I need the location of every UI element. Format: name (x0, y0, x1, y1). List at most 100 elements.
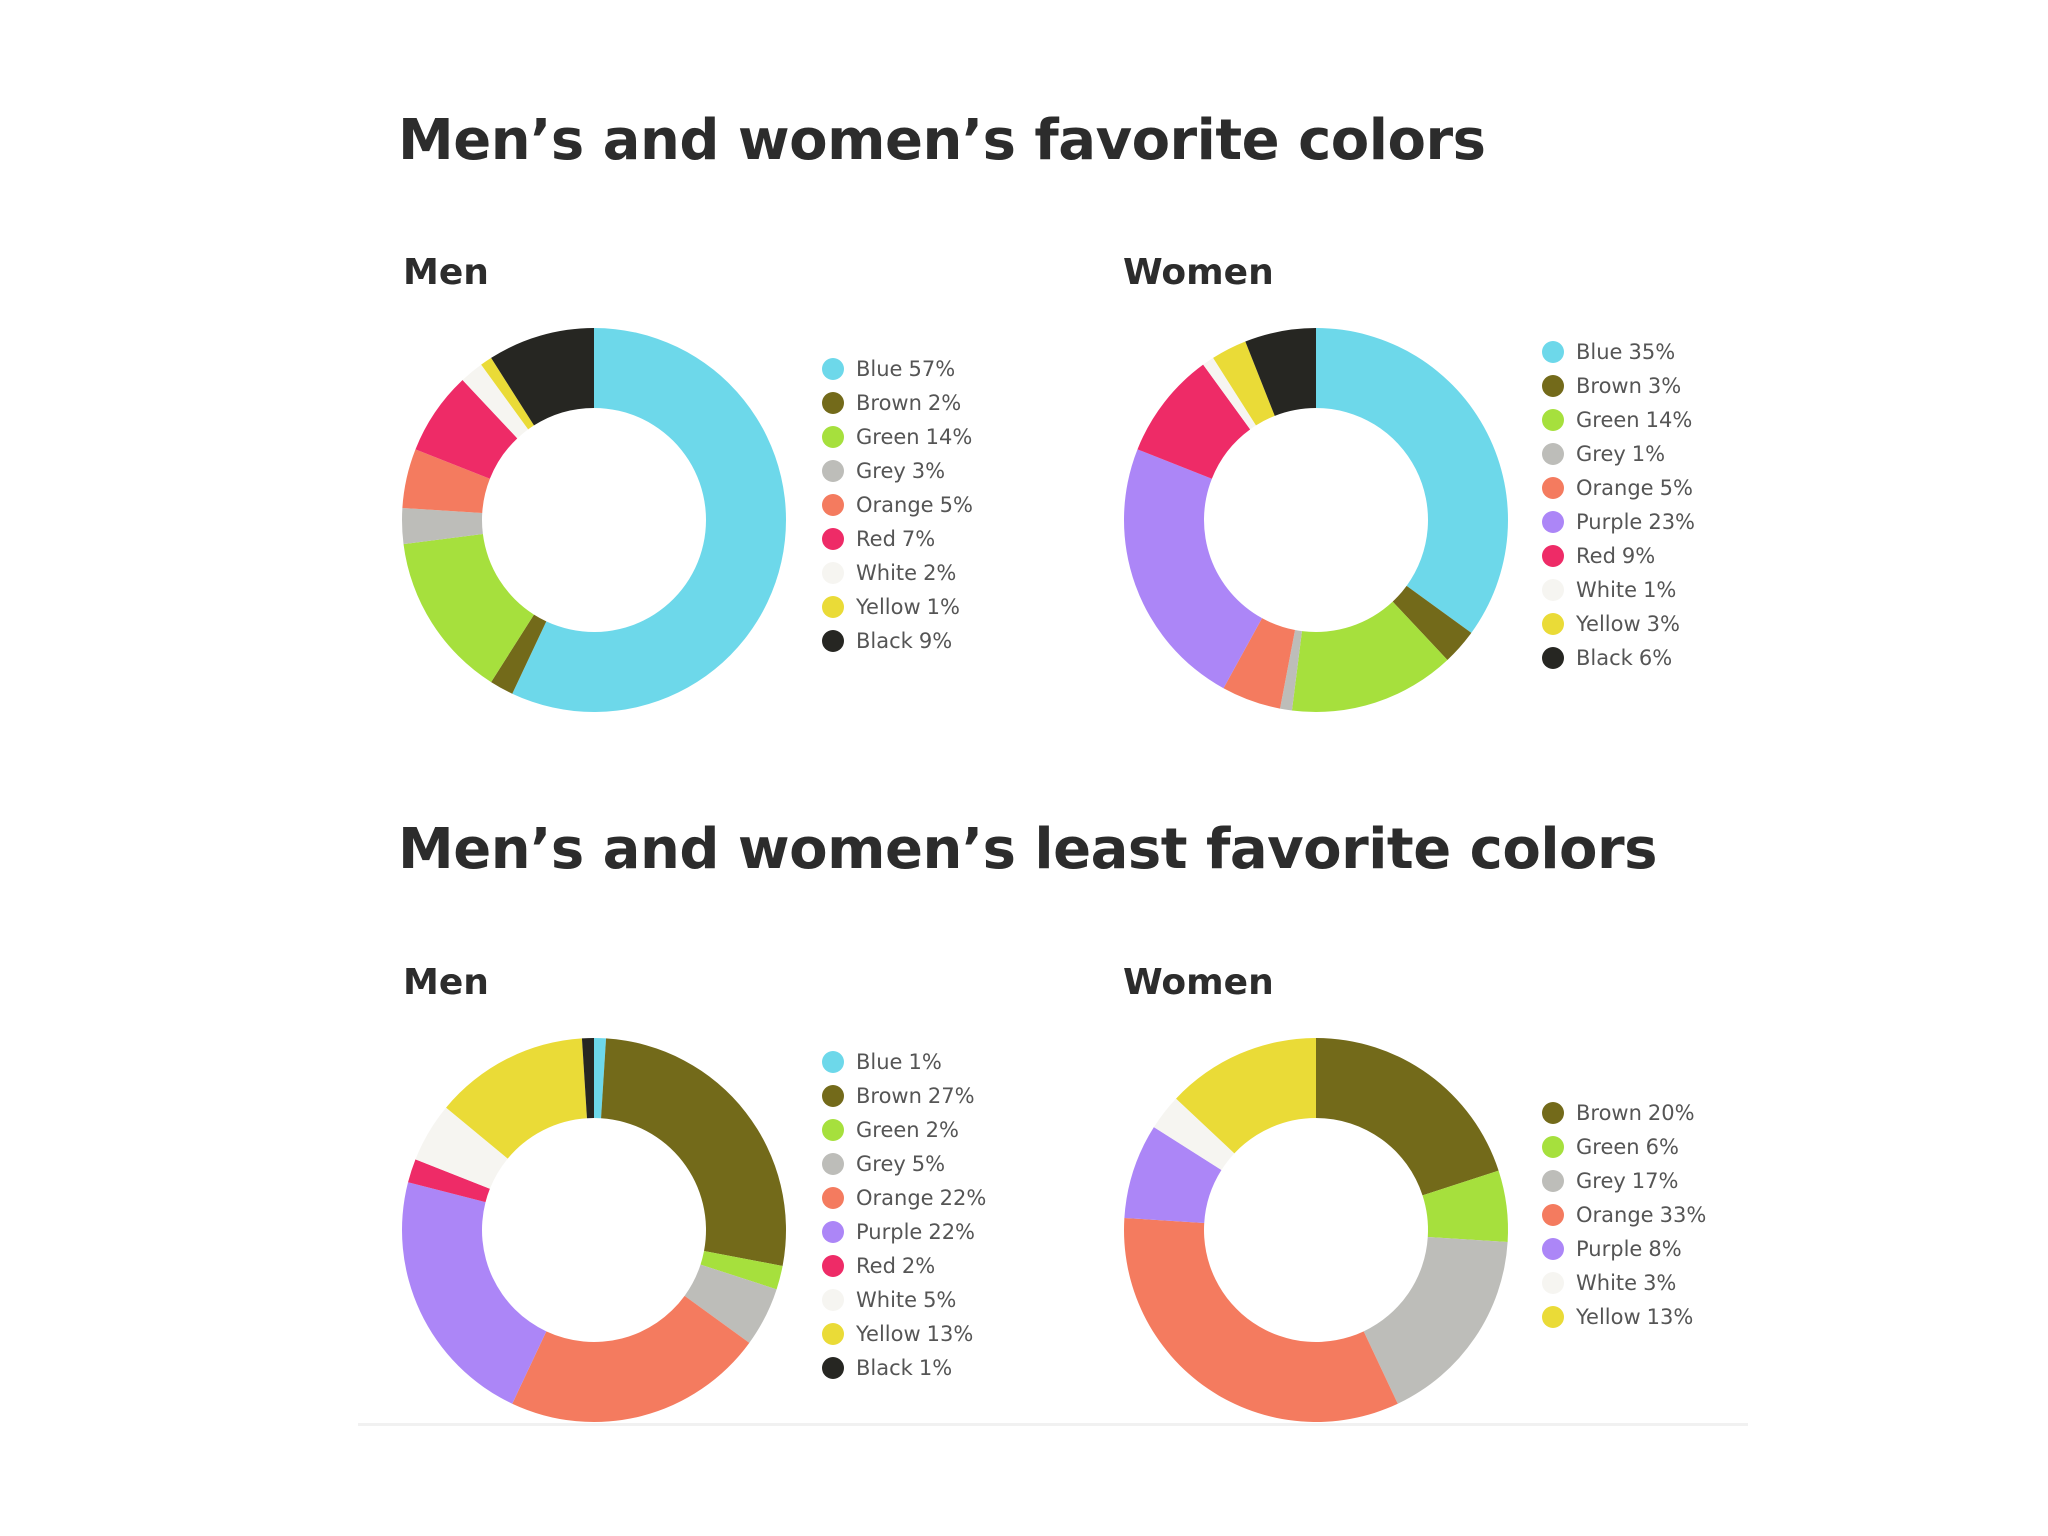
legend-swatch-yellow (822, 1323, 844, 1345)
legend-item-brown: Brown 27% (822, 1079, 986, 1113)
legend-item-brown: Brown 20% (1542, 1096, 1706, 1130)
legend-value: 8% (1648, 1237, 1682, 1261)
legend-label: Red (1576, 544, 1616, 568)
donut-svg-favorite-women (1124, 328, 1508, 712)
legend-swatch-blue (1542, 341, 1564, 363)
slice-black (581, 1038, 594, 1119)
legend-item-black: Black 9% (822, 624, 973, 658)
legend-value: 6% (1645, 1135, 1679, 1159)
legend-item-brown: Brown 3% (1542, 369, 1695, 403)
legend-swatch-green (1542, 409, 1564, 431)
legend-item-red: Red 7% (822, 522, 973, 556)
slice-red (415, 380, 518, 479)
slice-red (408, 1159, 490, 1203)
slice-purple (1124, 449, 1263, 689)
legend-value: 2% (925, 1118, 959, 1142)
slice-white (1153, 1098, 1235, 1170)
chart-title-least-women: Women (1123, 962, 1274, 1003)
legend-label: White (856, 561, 918, 585)
slice-purple (1124, 1127, 1222, 1223)
legend-swatch-purple (1542, 511, 1564, 533)
legend-swatch-green (822, 426, 844, 448)
legend-item-yellow: Yellow 13% (822, 1317, 986, 1351)
slice-orange (1124, 1217, 1398, 1422)
slice-orange (1223, 618, 1296, 709)
legend-label: Brown (856, 1084, 922, 1108)
legend-item-yellow: Yellow 13% (1542, 1300, 1706, 1334)
legend-swatch-grey (822, 1153, 844, 1175)
legend-value: 14% (1645, 408, 1693, 432)
slice-orange (402, 449, 490, 513)
legend-swatch-orange (1542, 477, 1564, 499)
donut-chart-favorite-men (402, 328, 786, 712)
legend-label: Green (856, 425, 920, 449)
legend-item-grey: Grey 3% (822, 454, 973, 488)
legend-value: 33% (1659, 1203, 1707, 1227)
legend-swatch-black (822, 1357, 844, 1379)
slice-brown (1316, 1038, 1499, 1196)
legend-swatch-orange (1542, 1204, 1564, 1226)
legend-label: Orange (1576, 1203, 1654, 1227)
legend-value: 9% (918, 629, 953, 653)
legend-label: Blue (1576, 340, 1623, 364)
slice-grey (1363, 1237, 1508, 1404)
legend-swatch-blue (822, 1051, 844, 1073)
legend-label: Orange (856, 1186, 934, 1210)
legend-item-green: Green 2% (822, 1113, 986, 1147)
legend-value: 13% (926, 1322, 974, 1346)
legend-item-orange: Orange 22% (822, 1181, 986, 1215)
legend-swatch-blue (822, 358, 844, 380)
legend-label: Yellow (1576, 1305, 1641, 1329)
chart-title-favorite-women: Women (1123, 252, 1274, 293)
legend-item-brown: Brown 2% (822, 386, 973, 420)
legend-label: Grey (1576, 1169, 1626, 1193)
slice-purple (402, 1182, 547, 1404)
legend-label: White (1576, 578, 1638, 602)
legend-swatch-grey (1542, 1170, 1564, 1192)
legend-label: Purple (856, 1220, 923, 1244)
legend-item-blue: Blue 1% (822, 1045, 986, 1079)
slice-white (462, 364, 529, 439)
legend-item-green: Green 14% (822, 420, 973, 454)
legend-label: Black (1576, 646, 1633, 670)
slice-white (1203, 357, 1256, 430)
legend-swatch-yellow (1542, 1306, 1564, 1328)
legend-label: Brown (1576, 1101, 1642, 1125)
legend-item-yellow: Yellow 1% (822, 590, 973, 624)
slice-green (403, 534, 534, 683)
legend-value: 3% (1646, 612, 1680, 636)
legend-swatch-white (1542, 579, 1564, 601)
legend-item-red: Red 9% (1542, 539, 1695, 573)
legend-item-orange: Orange 5% (1542, 471, 1695, 505)
legend-item-grey: Grey 17% (1542, 1164, 1706, 1198)
legend-value: 22% (928, 1220, 976, 1244)
slice-brown (1392, 585, 1472, 660)
slice-yellow (446, 1038, 587, 1159)
slice-blue (512, 328, 786, 712)
legend-item-purple: Purple 22% (822, 1215, 986, 1249)
legend-value: 22% (939, 1186, 987, 1210)
favorite-colors-title: Men’s and women’s favorite colors (398, 108, 1486, 173)
legend-swatch-white (822, 1289, 844, 1311)
chart-title-least-men: Men (403, 962, 489, 1003)
legend-item-orange: Orange 5% (822, 488, 973, 522)
legend-item-blue: Blue 35% (1542, 335, 1695, 369)
legend-swatch-orange (822, 1187, 844, 1209)
slice-blue (1316, 328, 1508, 633)
legend-label: Black (856, 629, 913, 653)
legend-label: Black (856, 1356, 913, 1380)
donut-svg-least-men (402, 1038, 786, 1422)
legend-swatch-purple (1542, 1238, 1564, 1260)
slice-green (1422, 1170, 1508, 1243)
donut-chart-favorite-women (1124, 328, 1508, 712)
legend-favorite-women: Blue 35% Brown 3% Green 14% Grey 1% Orange 5% Purp… (1542, 335, 1695, 675)
legend-swatch-yellow (1542, 613, 1564, 635)
slice-black (1245, 328, 1316, 416)
legend-value: 2% (901, 1254, 936, 1278)
legend-value: 5% (1659, 476, 1693, 500)
legend-value: 3% (1643, 1271, 1677, 1295)
legend-label: White (1576, 1271, 1638, 1295)
legend-swatch-green (822, 1119, 844, 1141)
legend-swatch-black (1542, 647, 1564, 669)
legend-value: 1% (918, 1356, 953, 1380)
